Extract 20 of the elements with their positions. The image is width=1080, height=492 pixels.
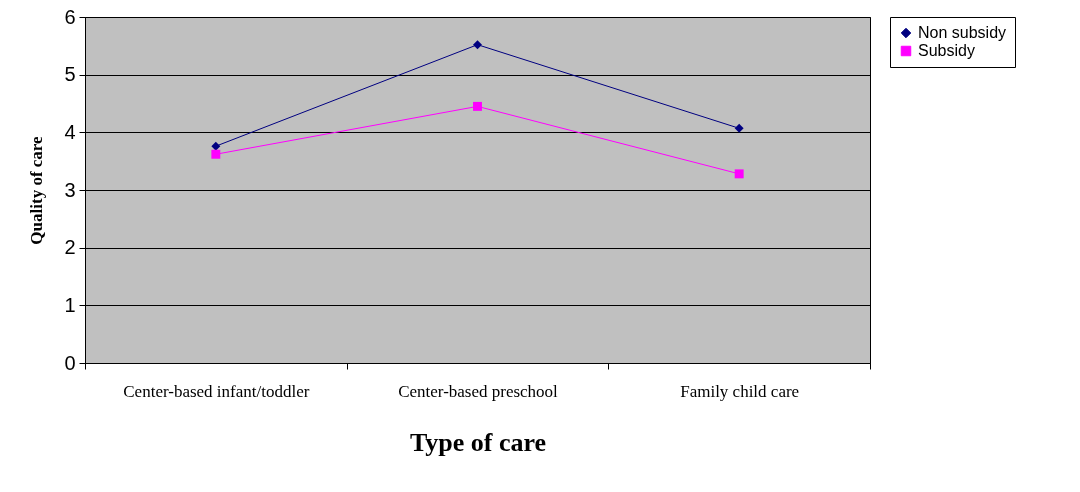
point bbox=[211, 149, 221, 159]
legend-label: Subsidy bbox=[918, 42, 975, 59]
x-tick-label: Center-based preschool bbox=[398, 381, 559, 401]
y-tick-label: 3 bbox=[64, 178, 76, 201]
y-axis-title: Quality of care bbox=[27, 135, 47, 245]
x-tick-label: Center-based infant/toddler bbox=[123, 381, 310, 401]
point bbox=[473, 101, 482, 111]
legend-label: Non subsidy bbox=[918, 24, 1007, 41]
point bbox=[211, 141, 221, 151]
point bbox=[473, 40, 482, 50]
y-tick-label: 2 bbox=[64, 236, 76, 259]
point bbox=[734, 123, 744, 133]
x-tick-label: Family child care bbox=[680, 381, 800, 401]
x-axis-title: Type of care bbox=[409, 427, 547, 457]
y-tick-label: 4 bbox=[64, 120, 76, 143]
y-tick-label: 5 bbox=[64, 63, 76, 86]
point bbox=[734, 169, 744, 179]
y-tick-label: 1 bbox=[64, 293, 76, 316]
y-tick-label: 0 bbox=[64, 351, 76, 374]
y-tick-label: 6 bbox=[64, 5, 76, 28]
